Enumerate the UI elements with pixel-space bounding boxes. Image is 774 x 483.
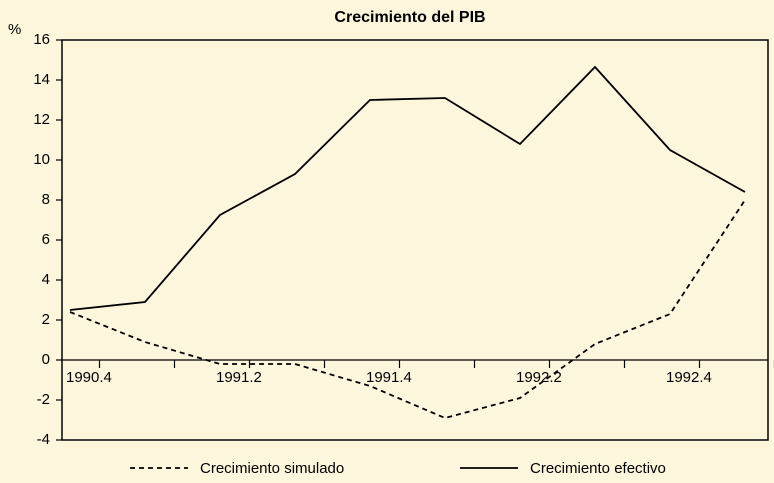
y-tick-label: 6 [42,231,50,248]
y-tick-label: 0 [42,351,50,368]
y-tick-label: 12 [33,111,50,128]
y-tick-label: 16 [33,31,50,48]
y-tick-label: 8 [42,191,50,208]
y-axis-label: % [8,21,21,38]
plot-frame [61,39,769,441]
y-tick-label: 14 [33,71,50,88]
y-tick-label: 2 [42,311,50,328]
line-series [69,199,746,419]
y-tick-label: 4 [42,271,50,288]
y-tick-label: 10 [33,151,50,168]
x-tick-label: 1990.4 [66,369,112,386]
chart-title: Crecimiento del PIB [334,9,485,26]
x-tick-label: 1991.2 [216,369,262,386]
x-tick-label: 1991.4 [366,369,412,386]
y-tick-label: -4 [37,431,50,448]
y-tick-label: -2 [37,391,50,408]
x-tick-label: 1992.4 [666,369,712,386]
line-series [69,65,746,311]
x-tick-label: 1992.2 [516,369,562,386]
legend-label: Crecimiento simulado [200,460,344,477]
legend-label: Crecimiento efectivo [530,460,666,477]
